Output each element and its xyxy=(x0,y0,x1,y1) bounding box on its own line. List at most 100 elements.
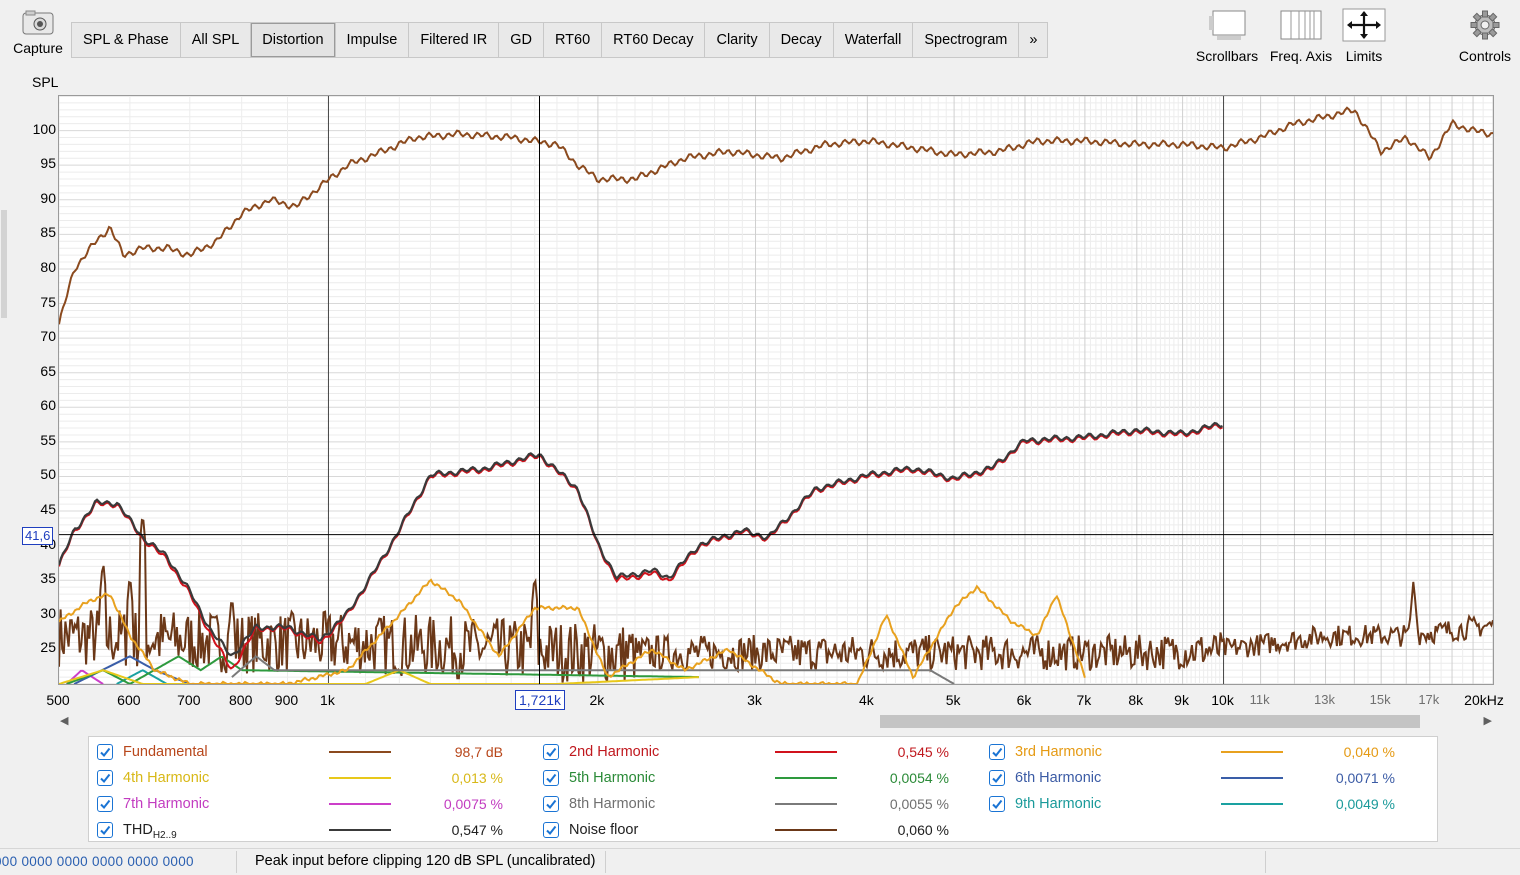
y-tick-label: 35 xyxy=(40,570,56,587)
x-tick-label: 3k xyxy=(747,692,762,708)
graph-tabs: SPL & Phase All SPL Distortion Impulse F… xyxy=(71,22,1049,58)
vertical-scrollbar[interactable] xyxy=(0,95,8,685)
y-tick-label: 50 xyxy=(40,466,56,483)
8th-harmonic-line xyxy=(231,655,955,684)
tab-spectrogram[interactable]: Spectrogram xyxy=(913,23,1020,57)
tab-rt60-decay[interactable]: RT60 Decay xyxy=(602,23,706,57)
noise-floor-line xyxy=(59,518,1493,683)
legend-name: 5th Harmonic xyxy=(569,765,655,791)
legend-value: 0,545 % xyxy=(897,744,949,760)
legend-name-text: 4th Harmonic xyxy=(123,770,210,786)
x-tick-label: 800 xyxy=(229,692,253,708)
legend-item: 9th Harmonic 0,0049 % xyxy=(989,791,1409,817)
legend-name: 7th Harmonic xyxy=(123,791,209,817)
y-tick-label: 45 xyxy=(40,501,56,518)
legend-checkbox[interactable] xyxy=(543,796,559,812)
checkmark-icon xyxy=(100,773,111,784)
tab-waterfall[interactable]: Waterfall xyxy=(834,23,914,57)
x-tick-label-minor: 17k xyxy=(1418,692,1440,707)
legend-item: 7th Harmonic 0,0075 % xyxy=(97,791,517,817)
legend-name-text: 3rd Harmonic xyxy=(1015,744,1103,760)
legend-item: 4th Harmonic 0,013 % xyxy=(97,765,517,791)
tab-gd[interactable]: GD xyxy=(499,23,544,57)
legend-checkbox[interactable] xyxy=(543,770,559,786)
horizontal-scroll-thumb[interactable] xyxy=(880,715,1420,728)
y-axis-unit: SPL xyxy=(32,74,59,90)
legend-panel: Fundamental 98,7 dB 2nd Harmonic 0,545 % 3rd… xyxy=(88,736,1438,842)
legend-name-subscript: H2..9 xyxy=(152,829,177,841)
legend-item: Fundamental 98,7 dB xyxy=(97,739,517,765)
legend-checkbox[interactable] xyxy=(97,770,113,786)
checkmark-icon xyxy=(992,799,1003,810)
freq-axis-icon xyxy=(1280,10,1322,40)
legend-checkbox[interactable] xyxy=(97,796,113,812)
x-tick-label: 20kHz xyxy=(1464,692,1504,708)
checkmark-icon xyxy=(546,773,557,784)
y-tick-label: 25 xyxy=(40,639,56,656)
checkmark-icon xyxy=(546,747,557,758)
tab-all-spl[interactable]: All SPL xyxy=(181,23,252,57)
legend-value: 0,547 % xyxy=(451,822,503,838)
legend-value: 0,013 % xyxy=(451,770,503,786)
legend-checkbox[interactable] xyxy=(97,822,113,838)
tab-spl-phase[interactable]: SPL & Phase xyxy=(72,23,181,57)
legend-name: 8th Harmonic xyxy=(569,791,655,817)
distortion-chart[interactable] xyxy=(59,96,1493,684)
scrollbars-button[interactable]: Scrollbars xyxy=(1193,8,1261,64)
legend-swatch xyxy=(1221,751,1283,753)
freq-axis-button[interactable]: Freq. Axis xyxy=(1266,8,1336,64)
legend-checkbox[interactable] xyxy=(989,796,1005,812)
legend-checkbox[interactable] xyxy=(543,822,559,838)
gear-icon xyxy=(1470,10,1500,40)
legend-checkbox[interactable] xyxy=(989,744,1005,760)
legend-name: 4th Harmonic xyxy=(123,765,209,791)
y-tick-label: 85 xyxy=(40,224,56,241)
status-separator xyxy=(605,851,606,873)
status-bar: 000 0000 0000 0000 0000 0000 Peak input … xyxy=(0,848,1520,875)
more-tabs-button[interactable]: » xyxy=(1029,32,1038,48)
limits-button[interactable]: Limits xyxy=(1338,8,1390,64)
fundamental-line xyxy=(59,106,1493,325)
legend-item: 3rd Harmonic 0,040 % xyxy=(989,739,1409,765)
distortion-plot[interactable] xyxy=(58,95,1494,685)
x-tick-label: 4k xyxy=(858,692,874,708)
vertical-scroll-thumb[interactable] xyxy=(1,210,7,318)
y-tick-label: 75 xyxy=(40,293,56,310)
legend-checkbox[interactable] xyxy=(989,770,1005,786)
capture-button[interactable]: Capture xyxy=(6,10,70,68)
legend-swatch xyxy=(1221,803,1283,805)
x-tick-label: 700 xyxy=(177,692,201,708)
y-tick-label: 30 xyxy=(40,604,56,621)
legend-name: 6th Harmonic xyxy=(1015,765,1101,791)
controls-button[interactable]: Controls xyxy=(1452,8,1518,64)
legend-name: 9th Harmonic xyxy=(1015,791,1101,817)
x-tick-label: 9k xyxy=(1174,692,1189,708)
legend-item: 2nd Harmonic 0,545 % xyxy=(543,739,963,765)
x-tick-label: 7k xyxy=(1076,692,1092,708)
legend-checkbox[interactable] xyxy=(97,744,113,760)
tab-impulse[interactable]: Impulse xyxy=(336,23,410,57)
y-tick-label: 70 xyxy=(40,328,56,345)
scroll-right-arrow-icon[interactable]: ▶ xyxy=(1483,715,1492,727)
horizontal-scrollbar[interactable]: ◀ ▶ xyxy=(58,713,1494,731)
capture-label: Capture xyxy=(13,40,63,56)
tab-clarity[interactable]: Clarity xyxy=(705,23,770,57)
tab-decay[interactable]: Decay xyxy=(770,23,834,57)
tab-rt60[interactable]: RT60 xyxy=(544,23,603,57)
x-tick-label: 1k xyxy=(320,692,335,708)
legend-swatch xyxy=(329,803,391,805)
scroll-left-arrow-icon[interactable]: ◀ xyxy=(60,715,69,727)
legend-swatch xyxy=(1221,777,1283,779)
legend-swatch xyxy=(329,751,391,753)
tab-distortion[interactable]: Distortion xyxy=(251,23,336,57)
camera-icon xyxy=(22,10,54,35)
legend-name-text: 5th Harmonic xyxy=(569,770,656,786)
x-tick-label: 2k xyxy=(589,692,605,708)
y-tick-label: 65 xyxy=(40,362,56,379)
legend-name: Fundamental xyxy=(123,739,208,765)
limits-label: Limits xyxy=(1345,48,1383,64)
y-tick-label: 80 xyxy=(40,258,56,275)
legend-checkbox[interactable] xyxy=(543,744,559,760)
7th-harmonic-line xyxy=(66,669,104,684)
tab-filtered-ir[interactable]: Filtered IR xyxy=(409,23,500,57)
